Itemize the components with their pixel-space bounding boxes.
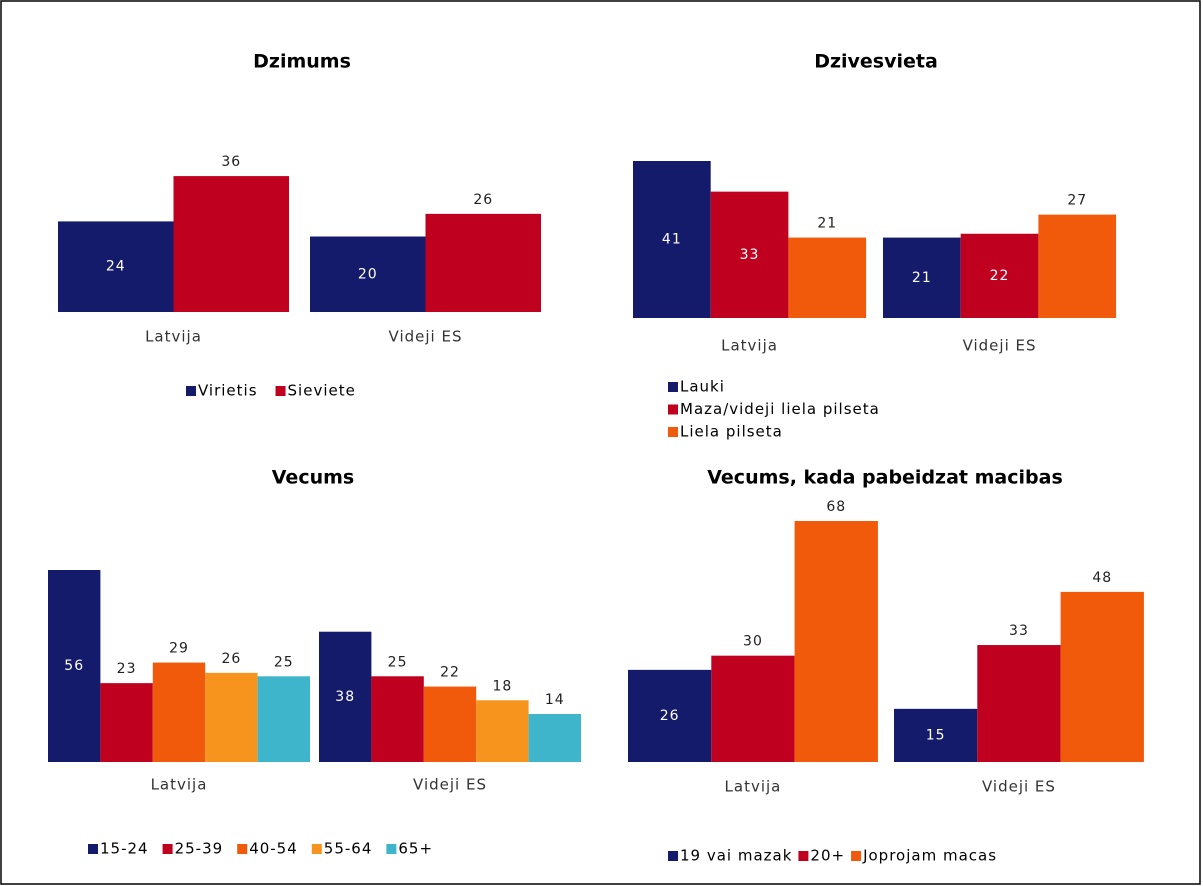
x-tick-label: Latvija xyxy=(151,776,208,794)
legend-swatch xyxy=(186,386,196,396)
bar xyxy=(894,708,978,762)
bar xyxy=(788,237,867,318)
legend-label: Sieviete xyxy=(288,382,356,400)
x-tick-label: Videji ES xyxy=(963,337,1037,355)
value-label: 38 xyxy=(335,689,355,705)
value-label: 41 xyxy=(662,232,682,248)
bar xyxy=(1060,591,1144,762)
value-label: 26 xyxy=(473,192,493,208)
x-tick-label: Videji ES xyxy=(389,328,463,346)
x-tick-label: Videji ES xyxy=(982,778,1056,796)
bar xyxy=(205,672,258,762)
legend-label: 40-54 xyxy=(249,840,298,858)
legend-swatch xyxy=(311,844,322,854)
bar xyxy=(48,570,101,762)
bar xyxy=(152,662,206,762)
bar xyxy=(960,233,1039,318)
value-label: 22 xyxy=(440,665,460,681)
value-label: 30 xyxy=(743,634,763,650)
value-label: 14 xyxy=(545,692,565,708)
bar xyxy=(423,686,477,762)
bar xyxy=(711,655,795,762)
bar xyxy=(628,669,712,762)
legend-label: Maza/videji liela pilseta xyxy=(680,400,880,418)
chart-title: Dzimums xyxy=(253,51,351,73)
legend-swatch xyxy=(162,844,173,854)
legend-swatch xyxy=(668,382,678,392)
bar xyxy=(425,213,541,312)
legend-label: 19 vai mazak xyxy=(680,847,792,865)
legend-swatch xyxy=(88,844,98,854)
x-tick-label: Videji ES xyxy=(413,776,487,794)
x-tick-label: Latvija xyxy=(145,328,202,346)
value-label: 27 xyxy=(1067,193,1087,209)
legend-label: 20+ xyxy=(810,847,845,865)
value-label: 21 xyxy=(817,216,837,232)
value-label: 68 xyxy=(826,499,846,515)
chart-title: Vecums xyxy=(272,467,354,489)
value-label: 33 xyxy=(740,247,760,263)
value-label: 48 xyxy=(1092,570,1112,586)
legend-label: Virietis xyxy=(198,382,258,400)
legend-swatch xyxy=(237,844,248,854)
legend-label: Joprojam macas xyxy=(862,847,997,865)
bar xyxy=(977,645,1061,762)
bar xyxy=(883,237,961,318)
value-label: 20 xyxy=(358,266,378,282)
value-label: 26 xyxy=(660,708,680,724)
value-label: 15 xyxy=(926,727,946,743)
legend-swatch xyxy=(668,404,678,415)
bar xyxy=(319,631,372,762)
x-tick-label: Latvija xyxy=(725,778,782,796)
legend-swatch xyxy=(668,851,678,861)
legend-label: 15-24 xyxy=(100,840,149,858)
x-tick-label: Latvija xyxy=(721,337,778,355)
value-label: 26 xyxy=(221,651,241,667)
bar xyxy=(1038,214,1117,318)
bar xyxy=(310,236,426,312)
chart-title: Vecums, kada pabeidzat macibas xyxy=(707,467,1063,489)
bar xyxy=(257,676,310,762)
value-label: 33 xyxy=(1009,623,1029,639)
bar xyxy=(100,683,153,762)
bar xyxy=(794,521,878,762)
value-label: 21 xyxy=(912,270,932,286)
legend-swatch xyxy=(798,851,809,861)
value-label: 56 xyxy=(64,658,84,674)
legend-swatch xyxy=(851,851,862,861)
value-label: 25 xyxy=(274,654,294,670)
legend-label: 55-64 xyxy=(324,840,373,858)
value-label: 23 xyxy=(117,661,137,677)
legend-label: Liela pilseta xyxy=(680,423,783,441)
bar xyxy=(371,676,424,762)
bar xyxy=(476,700,529,762)
bar xyxy=(58,221,174,312)
legend-label: 65+ xyxy=(398,840,433,858)
legend-label: 25-39 xyxy=(175,840,224,858)
value-label: 25 xyxy=(388,654,408,670)
value-label: 36 xyxy=(221,154,241,170)
legend-label: Lauki xyxy=(680,378,725,396)
bar xyxy=(710,191,789,318)
value-label: 18 xyxy=(492,678,512,694)
legend-swatch xyxy=(386,844,397,854)
chart-title: Dzivesvieta xyxy=(814,51,938,73)
legend-swatch xyxy=(668,427,678,437)
bar xyxy=(528,714,581,762)
bar xyxy=(633,161,711,318)
legend-swatch xyxy=(275,386,286,396)
value-label: 22 xyxy=(990,268,1010,284)
value-label: 29 xyxy=(169,641,189,657)
value-label: 24 xyxy=(106,259,126,275)
bar xyxy=(173,176,289,312)
